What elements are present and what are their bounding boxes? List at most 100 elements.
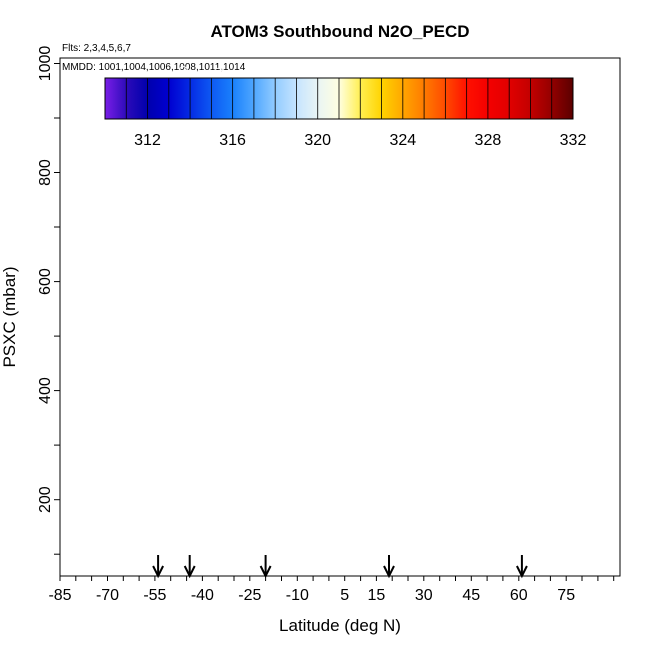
colorbar-cell [296, 78, 319, 119]
observation-point [454, 495, 464, 505]
observation-point [140, 462, 150, 472]
colorbar: 312 316 320 324 328 332 [104, 77, 587, 149]
colorbar-frame [104, 77, 574, 120]
colorbar-cell [402, 78, 425, 119]
observation-point [387, 365, 397, 375]
observation-point [109, 377, 119, 387]
observation-point [400, 64, 410, 74]
plot-frame [59, 57, 621, 577]
observation-point [229, 302, 239, 312]
observation-point [147, 312, 157, 322]
y-tick-label: 400 [37, 377, 54, 404]
observation-point [333, 60, 343, 69]
observation-point [375, 65, 384, 74]
colorbar-cell [466, 78, 489, 119]
colorbar-cell [444, 78, 468, 119]
observation-point [296, 322, 305, 332]
colorbar-cell [381, 78, 404, 119]
profile-arrow [152, 555, 164, 579]
observation-point [419, 65, 429, 75]
observation-point [520, 403, 530, 412]
y-tick-label: 1000 [37, 46, 54, 82]
y-tick-label: 800 [37, 159, 54, 186]
observation-point [147, 412, 157, 422]
x-tick-label: 75 [557, 587, 575, 604]
observation-point [156, 349, 166, 359]
observation-point [121, 477, 131, 487]
observation-point [390, 287, 400, 297]
observation-point [422, 320, 432, 330]
y-tick-label: 600 [37, 268, 54, 295]
observation-point [296, 67, 305, 77]
observation-point [394, 490, 403, 500]
colorbar-cell [530, 78, 553, 119]
observation-point [444, 301, 454, 310]
observation-point [121, 308, 131, 318]
observation-point [422, 284, 432, 294]
observation-point [352, 304, 362, 314]
observation-point [488, 359, 498, 369]
colorbar-cell [168, 78, 191, 119]
observation-point [368, 439, 378, 448]
y-axis-label: PSXC (mbar) [0, 266, 19, 367]
colorbar-cell [253, 78, 276, 119]
observation-point [473, 340, 483, 350]
observation-point [473, 347, 483, 357]
observation-point [197, 448, 207, 458]
observation-point [197, 302, 207, 312]
observation-point [296, 361, 305, 370]
observation-point [413, 439, 422, 449]
y-tick-label: 200 [37, 486, 54, 513]
observation-point [115, 478, 125, 488]
observation-point [340, 466, 350, 476]
observation-point [153, 325, 163, 335]
observation-point [166, 497, 176, 507]
observation-point [169, 295, 179, 305]
y-axis: 200 400 600 800 1000 [37, 46, 60, 555]
x-axis: -85 -70 -55 -40 -25 -10 5 15 30 45 60 75 [48, 576, 615, 604]
profile-arrow [516, 555, 528, 579]
observation-point [359, 449, 369, 459]
observation-point [267, 445, 277, 454]
observation-point [277, 490, 286, 500]
observation-point [438, 62, 448, 72]
x-tick-label: -40 [191, 587, 214, 604]
observation-point [175, 356, 185, 366]
x-axis-label: Latitude (deg N) [279, 616, 401, 635]
colorbar-cell [104, 78, 127, 119]
observation-point [175, 319, 185, 328]
observation-point [470, 461, 479, 471]
observation-point [175, 308, 185, 318]
observation-point [406, 308, 416, 318]
observation-point [150, 455, 160, 465]
colorbar-tick-label: 332 [560, 132, 587, 149]
observation-point [128, 390, 138, 400]
colorbar-tick-label: 328 [475, 132, 502, 149]
observation-point [210, 346, 220, 356]
observation-point [305, 479, 315, 489]
observation-point [220, 435, 229, 445]
observation-point [144, 449, 154, 459]
observation-point [349, 341, 359, 351]
observation-point [485, 464, 495, 474]
observation-point [178, 66, 188, 75]
observation-point [96, 374, 106, 384]
observation-point [68, 395, 78, 405]
observation-point [128, 369, 138, 379]
x-tick-label: 60 [510, 587, 528, 604]
observation-point [248, 368, 258, 378]
observation-point [245, 313, 255, 323]
colorbar-cell [317, 78, 340, 119]
observation-point [163, 357, 173, 367]
observation-point [153, 394, 163, 404]
observation-points [61, 60, 562, 507]
observation-point [435, 284, 445, 294]
observation-point [147, 476, 157, 486]
x-tick-label: 15 [368, 587, 386, 604]
observation-point [305, 311, 315, 321]
observation-point [99, 478, 109, 488]
observation-point [356, 361, 366, 371]
colorbar-cell [125, 78, 148, 119]
observation-point [498, 307, 508, 316]
chart-title: ATOM3 Southbound N2O_PECD [210, 22, 469, 41]
